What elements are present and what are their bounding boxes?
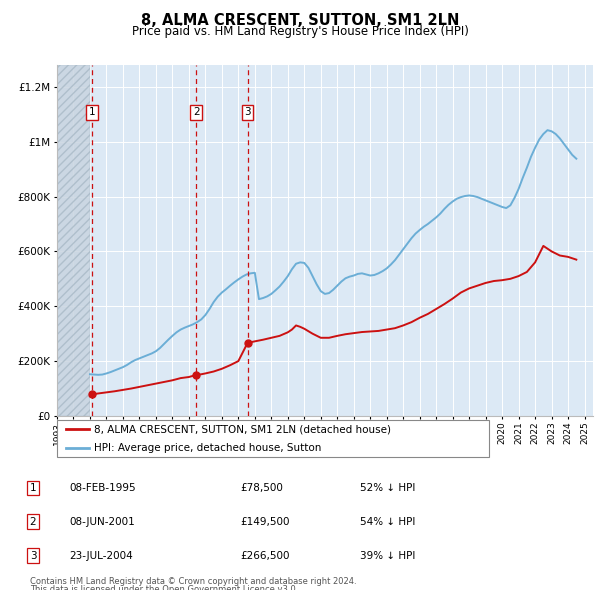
- FancyBboxPatch shape: [57, 420, 489, 457]
- Bar: [57, 65, 90, 416]
- Text: 2: 2: [29, 517, 37, 526]
- Text: 39% ↓ HPI: 39% ↓ HPI: [360, 551, 415, 560]
- Text: 2: 2: [193, 107, 199, 117]
- Text: 3: 3: [244, 107, 251, 117]
- Text: £149,500: £149,500: [240, 517, 290, 526]
- Text: HPI: Average price, detached house, Sutton: HPI: Average price, detached house, Sutt…: [94, 443, 321, 453]
- Text: Contains HM Land Registry data © Crown copyright and database right 2024.: Contains HM Land Registry data © Crown c…: [30, 577, 356, 586]
- Text: 1: 1: [88, 107, 95, 117]
- Text: 08-JUN-2001: 08-JUN-2001: [69, 517, 135, 526]
- Text: 52% ↓ HPI: 52% ↓ HPI: [360, 483, 415, 493]
- Text: £266,500: £266,500: [240, 551, 290, 560]
- Text: 23-JUL-2004: 23-JUL-2004: [69, 551, 133, 560]
- Text: 08-FEB-1995: 08-FEB-1995: [69, 483, 136, 493]
- Text: 54% ↓ HPI: 54% ↓ HPI: [360, 517, 415, 526]
- Text: This data is licensed under the Open Government Licence v3.0.: This data is licensed under the Open Gov…: [30, 585, 298, 590]
- Text: Price paid vs. HM Land Registry's House Price Index (HPI): Price paid vs. HM Land Registry's House …: [131, 25, 469, 38]
- Text: 8, ALMA CRESCENT, SUTTON, SM1 2LN (detached house): 8, ALMA CRESCENT, SUTTON, SM1 2LN (detac…: [94, 424, 391, 434]
- Text: 3: 3: [29, 551, 37, 560]
- Text: 8, ALMA CRESCENT, SUTTON, SM1 2LN: 8, ALMA CRESCENT, SUTTON, SM1 2LN: [141, 13, 459, 28]
- Text: £78,500: £78,500: [240, 483, 283, 493]
- Text: 1: 1: [29, 483, 37, 493]
